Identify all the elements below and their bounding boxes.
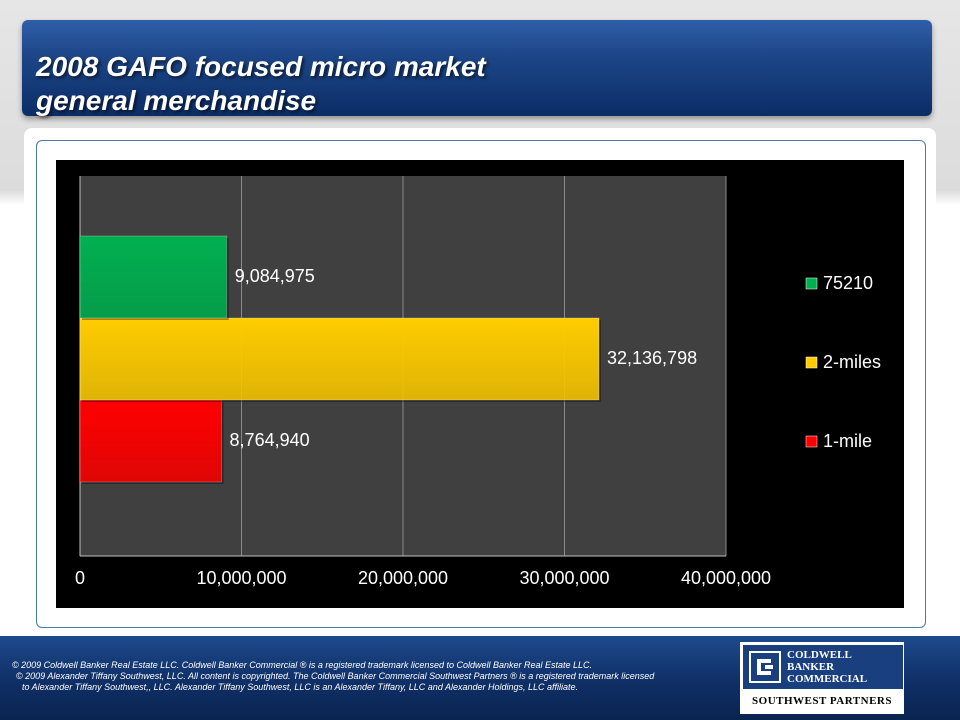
slide-title: 2008 GAFO focused micro market general m…: [36, 50, 486, 118]
x-tick-label: 0: [75, 568, 85, 588]
x-tick-label: 10,000,000: [196, 568, 286, 588]
title-line-1: 2008 GAFO focused micro market: [36, 51, 486, 82]
logo-wordmark: COLDWELL BANKER COMMERCIAL: [787, 649, 867, 685]
legend-swatch-1-mile: [805, 435, 818, 448]
bar-75210: [79, 235, 228, 319]
x-tick-label: 40,000,000: [681, 568, 771, 588]
legend-label-2-miles: 2-miles: [823, 352, 881, 372]
legend-label-1-mile: 1-mile: [823, 431, 872, 451]
company-logo: COLDWELL BANKER COMMERCIAL SOUTHWEST PAR…: [740, 642, 904, 714]
data-label-2-miles: 32,136,798: [607, 348, 697, 368]
legend-swatch-75210: [805, 277, 818, 290]
legend-swatch-2-miles: [805, 356, 818, 369]
chart-container: 0 10,000,000 20,000,000 30,000,000 40,000,00…: [56, 160, 904, 608]
legend-label-75210: 75210: [823, 273, 873, 293]
x-tick-label: 20,000,000: [358, 568, 448, 588]
logo-line-2: BANKER: [787, 661, 835, 673]
logo-line-3: COMMERCIAL: [787, 673, 868, 685]
copyright-line-2: © 2009 Alexander Tiffany Southwest, LLC.…: [16, 671, 655, 681]
title-bar: 2008 GAFO focused micro market general m…: [22, 20, 932, 116]
logo-emblem-icon: [749, 651, 781, 683]
bar-chart: 0 10,000,000 20,000,000 30,000,000 40,000,00…: [75, 176, 881, 588]
logo-line-1: COLDWELL: [787, 649, 852, 661]
data-label-1-mile: 8,764,940: [230, 430, 310, 450]
logo-banner: COLDWELL BANKER COMMERCIAL: [742, 644, 904, 690]
x-tick-label: 30,000,000: [519, 568, 609, 588]
title-line-2: general merchandise: [36, 85, 317, 116]
bar-2-miles: [79, 317, 600, 401]
copyright-line-3: to Alexander Tiffany Southwest,, LLC. Al…: [22, 682, 579, 692]
bar-1-mile: [79, 399, 223, 483]
copyright-text: © 2009 Coldwell Banker Real Estate LLC. …: [12, 660, 732, 693]
logo-subtitle: SOUTHWEST PARTNERS: [752, 695, 892, 707]
copyright-line-1: © 2009 Coldwell Banker Real Estate LLC. …: [12, 660, 593, 670]
data-label-75210: 9,084,975: [235, 266, 315, 286]
